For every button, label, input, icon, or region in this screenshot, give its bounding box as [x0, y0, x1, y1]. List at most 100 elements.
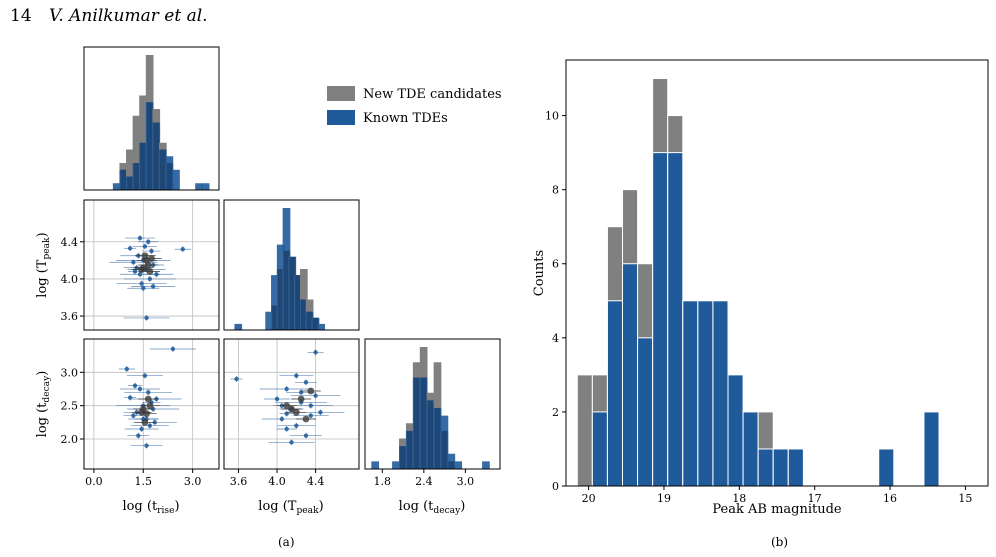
- hist-tdecay-bar-overlap: [448, 461, 455, 469]
- hist-tpeak-bar-overlap: [312, 317, 319, 330]
- legend-label-known: Known TDEs: [363, 111, 448, 126]
- hist-trise-bar-new: [126, 149, 134, 190]
- mag-xtick-label: 15: [958, 492, 972, 505]
- scatter-trise-tdecay-point-known: [136, 433, 141, 438]
- legend-swatch-new: [327, 86, 355, 101]
- legend-label-new: New TDE candidates: [363, 87, 502, 102]
- scatter-tpeak-tdecay-point-new: [292, 408, 300, 416]
- scatter-tpeak-tdecay-point-known: [274, 396, 280, 402]
- xlabel-trise: log (trise): [122, 499, 179, 516]
- scatter-trise-tdecay-point-new: [144, 395, 152, 403]
- hist-tdecay-bar-known: [482, 461, 490, 469]
- axis-y-tpeak-tick-label: 4.0: [61, 273, 79, 286]
- axis-y-tpeak-tick-label: 4.4: [61, 236, 79, 249]
- mag-bar-known: [652, 152, 669, 487]
- hist-tdecay-bar-overlap: [400, 446, 406, 469]
- hist-tpeak-bar-known: [317, 323, 326, 330]
- mag-plot-frame: [565, 59, 989, 487]
- scatter-tpeak-tdecay-point-new: [297, 395, 305, 403]
- mag-bar-known: [787, 448, 804, 487]
- hist-tdecay-bar-overlap: [406, 430, 413, 469]
- scatter-trise-tpeak-point-known: [146, 239, 151, 244]
- mag-xtick-label: 18: [732, 492, 746, 505]
- hist-tpeak-bar-known: [271, 275, 279, 330]
- hist-tdecay-bar-known: [454, 461, 463, 469]
- scatter-tpeak-tdecay-point-known: [294, 423, 299, 428]
- mag-ytick-label: 6: [552, 258, 559, 271]
- hist-trise-bar-overlap: [159, 149, 166, 190]
- scatter-trise-tpeak-point-known: [139, 281, 144, 286]
- scatter-tpeak-tdecay-point-known: [308, 403, 313, 408]
- scatter-tpeak-tdecay-point-known: [284, 386, 289, 392]
- panel-b-caption: (b): [771, 535, 789, 549]
- scatter-trise-tdecay-point-known: [147, 423, 153, 428]
- scatter-tpeak-tdecay-point-new: [302, 415, 310, 423]
- hist-trise-bar-overlap: [166, 163, 173, 190]
- hist-tpeak-frame: [223, 199, 360, 331]
- scatter-trise-tpeak-point-known: [141, 286, 146, 291]
- scatter-trise-tpeak-point-new: [138, 266, 146, 274]
- hist-trise-bar-overlap: [140, 142, 146, 190]
- scatter-tpeak-tdecay-point-known: [313, 350, 318, 355]
- mag-bar-known: [697, 300, 714, 487]
- hist-tdecay-bar-overlap: [434, 408, 441, 469]
- scatter-tpeak-tdecay-point-known: [303, 380, 309, 385]
- mag-bar-new: [576, 374, 593, 487]
- mag-ytick-label: 0: [552, 480, 559, 493]
- hist-trise-frame: [83, 46, 220, 191]
- scatter-tpeak-tdecay-point-known: [279, 416, 285, 422]
- scatter-trise-tpeak-point-known: [131, 260, 136, 265]
- mag-ytick-label: 4: [552, 332, 559, 345]
- axis-y-tpeak-tick-label: 3.6: [61, 310, 79, 323]
- axis-tpeak-tick-label: 3.6: [230, 475, 248, 488]
- mag-xtick-label: 17: [808, 492, 822, 505]
- scatter-tpeak-tdecay-point-new: [283, 402, 291, 410]
- hist-tpeak-bar-overlap: [300, 299, 307, 330]
- scatter-trise-tpeak-point-known: [147, 276, 153, 282]
- scatter-trise-tpeak-point-new: [141, 252, 149, 260]
- running-authors: V. Anilkumar et al.: [49, 6, 208, 26]
- hist-tdecay-bar-known: [392, 461, 400, 469]
- mag-bar-known: [667, 152, 684, 487]
- scatter-trise-tpeak-point-known: [180, 247, 185, 252]
- mag-bar-known: [591, 411, 608, 487]
- mag-bar-known: [742, 411, 759, 487]
- axis-trise-tick-label: 1.5: [135, 475, 153, 488]
- hist-tdecay-frame: [364, 338, 501, 470]
- scatter-tpeak-tdecay-point-known: [308, 413, 313, 418]
- mag-bar-known: [772, 448, 789, 487]
- mag-bar-known: [682, 300, 699, 487]
- scatter-trise-tdecay-point-known: [144, 443, 149, 448]
- scatter-trise-tpeak-point-new: [146, 268, 154, 275]
- scatter-tpeak-tdecay-point-known: [289, 440, 294, 445]
- hist-trise-bar-overlap: [127, 176, 133, 190]
- axis-tdecay-tick-label: 2.4: [415, 475, 433, 488]
- hist-trise-bar-overlap: [146, 102, 153, 190]
- scatter-tpeak-tdecay-point-known: [303, 433, 309, 438]
- scatter-trise-tpeak-point-known: [137, 235, 143, 241]
- hist-tpeak-bar-overlap: [289, 256, 296, 330]
- axis-tdecay-tick-label: 3.0: [457, 475, 475, 488]
- scatter-trise-tdecay-point-known: [137, 386, 143, 392]
- mag-bar-known: [878, 448, 895, 487]
- hist-tdecay-bar-overlap: [427, 400, 434, 469]
- mag-ytick-label: 10: [545, 110, 559, 123]
- scatter-trise-tpeak-point-new: [148, 255, 155, 262]
- axis-trise-tick-label: 0.0: [85, 475, 103, 488]
- mag-ylabel: Counts: [532, 250, 547, 296]
- scatter-trise-tdecay-point-known: [142, 373, 148, 378]
- scatter-trise-tdecay-point-known: [131, 413, 136, 418]
- mag-bar-known: [923, 411, 940, 487]
- hist-tpeak-bar-known: [265, 311, 273, 330]
- scatter-tpeak-tdecay-frame: [223, 338, 360, 470]
- scatter-tpeak-tdecay-point-new: [307, 387, 315, 395]
- xlabel-tdecay: log (tdecay): [399, 499, 466, 516]
- hist-tpeak-bar-overlap: [295, 275, 301, 330]
- scatter-trise-tpeak-frame: [83, 199, 220, 331]
- hist-trise-bar-known: [172, 169, 180, 190]
- hist-tdecay-bar-overlap: [413, 377, 420, 469]
- hist-trise-bar-new: [132, 115, 141, 190]
- scatter-trise-tpeak-point-known: [144, 315, 149, 321]
- scatter-trise-tdecay-point-new: [146, 402, 154, 410]
- mag-xtick-label: 19: [657, 492, 671, 505]
